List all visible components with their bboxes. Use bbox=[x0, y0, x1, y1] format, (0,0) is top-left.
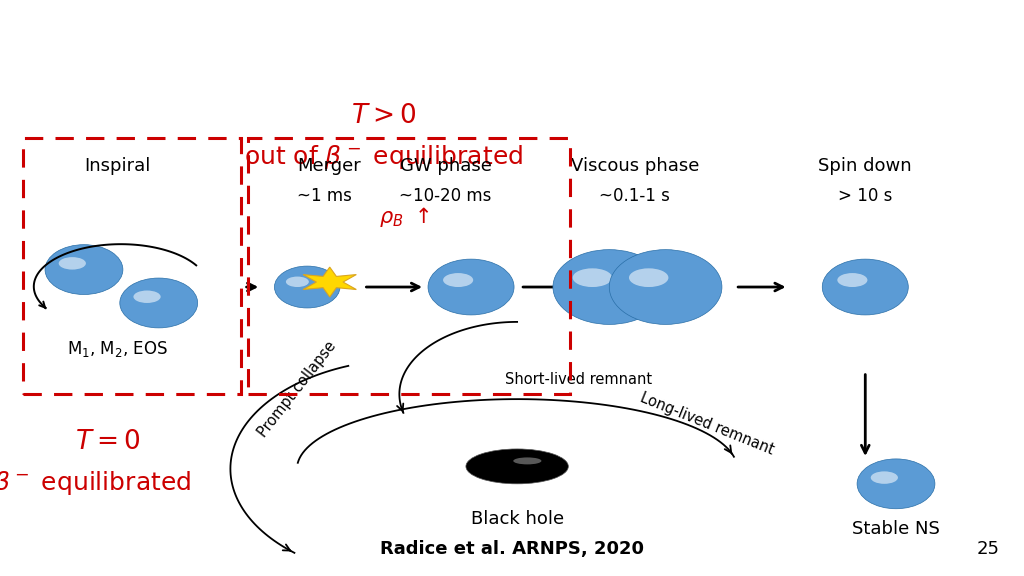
Ellipse shape bbox=[553, 249, 666, 324]
Text: ~1 ms: ~1 ms bbox=[297, 187, 352, 206]
Text: 25: 25 bbox=[977, 540, 999, 558]
Text: Inspiral: Inspiral bbox=[85, 157, 151, 176]
Text: Spin down: Spin down bbox=[818, 157, 912, 176]
Text: > 10 s: > 10 s bbox=[838, 187, 893, 206]
Ellipse shape bbox=[443, 273, 473, 287]
Text: $\rho_B$ $\uparrow$: $\rho_B$ $\uparrow$ bbox=[379, 205, 430, 229]
Text: Short-lived remnant: Short-lived remnant bbox=[505, 372, 652, 386]
Ellipse shape bbox=[133, 290, 161, 303]
Text: M$_1$, M$_2$, EOS: M$_1$, M$_2$, EOS bbox=[68, 339, 168, 359]
Ellipse shape bbox=[609, 249, 722, 324]
Ellipse shape bbox=[838, 273, 867, 287]
Ellipse shape bbox=[870, 471, 898, 484]
Text: Long-lived remnant: Long-lived remnant bbox=[638, 391, 775, 458]
Text: $T = 0$: $T = 0$ bbox=[75, 429, 140, 455]
Ellipse shape bbox=[274, 266, 340, 308]
Ellipse shape bbox=[428, 259, 514, 315]
Text: Stable NS: Stable NS bbox=[852, 520, 940, 537]
Ellipse shape bbox=[45, 245, 123, 294]
Text: out of $\beta^-$ equilibrated: out of $\beta^-$ equilibrated bbox=[245, 142, 523, 170]
Ellipse shape bbox=[58, 257, 86, 270]
Polygon shape bbox=[303, 267, 356, 297]
Text: $\beta^-$ equilibrated: $\beta^-$ equilibrated bbox=[0, 469, 191, 497]
Ellipse shape bbox=[572, 268, 612, 287]
Text: $T > 0$: $T > 0$ bbox=[351, 103, 417, 128]
Text: Merger: Merger bbox=[297, 157, 360, 176]
Text: Black hole: Black hole bbox=[471, 510, 563, 528]
Ellipse shape bbox=[466, 449, 568, 484]
Ellipse shape bbox=[120, 278, 198, 328]
Text: ~10-20 ms: ~10-20 ms bbox=[399, 187, 492, 206]
Ellipse shape bbox=[822, 259, 908, 315]
Ellipse shape bbox=[513, 457, 542, 464]
Text: Radice et al. ARNPS, 2020: Radice et al. ARNPS, 2020 bbox=[380, 540, 644, 558]
Ellipse shape bbox=[857, 459, 935, 509]
Text: Brief introduction to binary neutron star mergers: Brief introduction to binary neutron sta… bbox=[155, 25, 869, 53]
Ellipse shape bbox=[629, 268, 669, 287]
Text: Viscous phase: Viscous phase bbox=[570, 157, 699, 176]
Text: GW phase: GW phase bbox=[399, 157, 492, 176]
Ellipse shape bbox=[286, 276, 309, 287]
Text: ~0.1-1 s: ~0.1-1 s bbox=[599, 187, 671, 206]
Text: Prompt collapse: Prompt collapse bbox=[255, 338, 339, 440]
